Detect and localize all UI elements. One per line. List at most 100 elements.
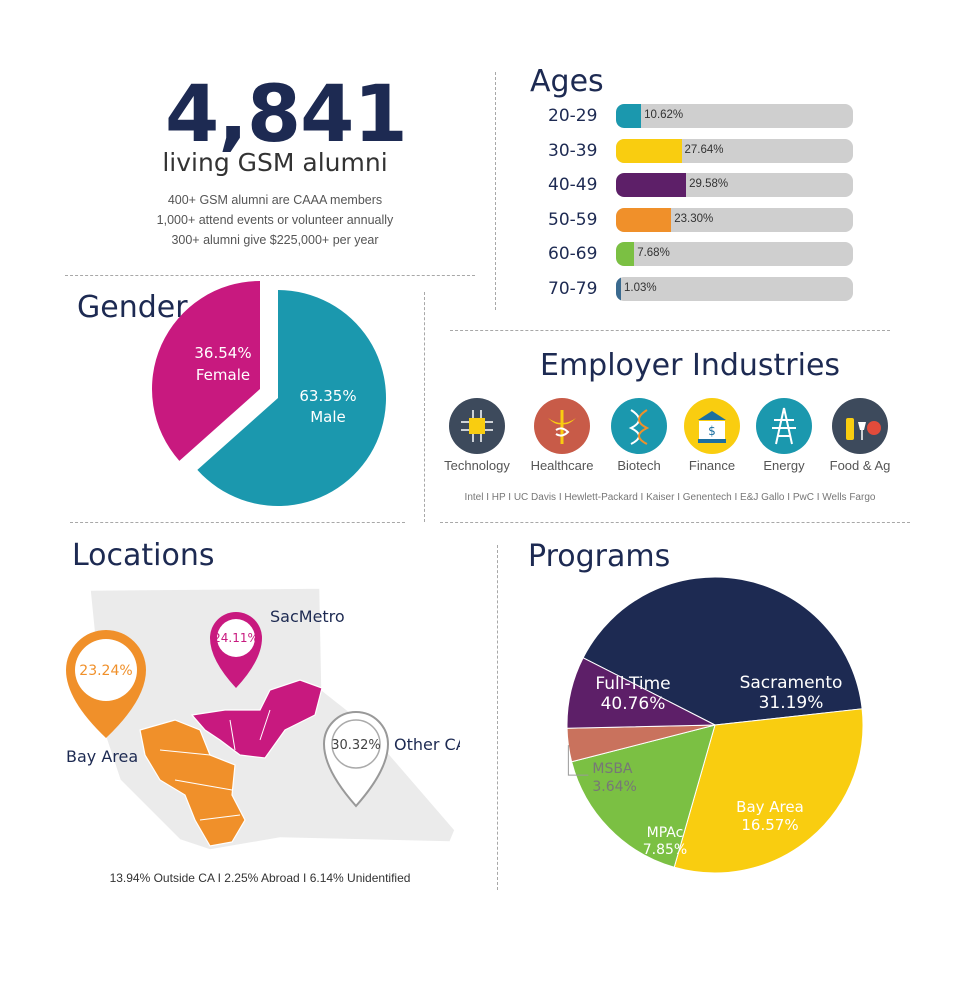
other-ca-pin-center (331, 719, 381, 769)
energy-icon (756, 398, 812, 454)
gender-female-value: 36.54% (194, 344, 251, 362)
location-pins: 24.11% SacMetro 23.24% Bay Area 30.32% O… (66, 607, 460, 808)
employer-list: Intel I HP I UC Davis I Hewlett-Packard … (464, 492, 876, 503)
age-bar (616, 207, 672, 232)
programs-label: MSBA (592, 761, 633, 777)
bay-area-pin-center (75, 639, 137, 701)
gender-title: Gender (77, 290, 188, 325)
programs-slice-sacramento (673, 708, 864, 874)
age-label: 30-39 (548, 140, 598, 161)
programs-label: MPAc (647, 825, 684, 841)
gender-pie-chart: 36.54% Female 63.35% Male (152, 281, 386, 506)
divider (424, 292, 425, 522)
food-ag-icon (832, 398, 888, 454)
gender-male-value: 63.35% (299, 387, 356, 405)
age-bar (616, 276, 621, 301)
alumni-caption: living GSM alumni (162, 148, 388, 177)
industry-technology: Technology (432, 398, 522, 473)
fact-giving: 300+ alumni give $225,000+ per year (171, 233, 379, 247)
map-region-sacmetro (190, 679, 323, 759)
fact-caaa: 400+ GSM alumni are CAAA members (167, 193, 383, 207)
industry-label: Energy (763, 458, 805, 473)
age-value-label: 27.64% (684, 143, 724, 156)
programs-slice-bay-area (571, 724, 716, 868)
programs-label: Full-Time (595, 674, 670, 694)
age-label: 50-59 (548, 209, 598, 230)
gender-male-label: Male (310, 408, 346, 426)
age-bar-track: 1.03% (616, 276, 853, 301)
age-row: 30-39 27.64% (548, 138, 853, 163)
divider (440, 522, 910, 523)
age-bar-track: 10.62% (616, 104, 853, 128)
programs-value: 3.64% (592, 779, 636, 795)
industry-finance: $ Finance (667, 398, 757, 473)
age-bar (616, 242, 635, 266)
industry-food-ag: Food & Ag (815, 398, 905, 473)
industry-label: Biotech (617, 458, 661, 473)
industry-healthcare: Healthcare (517, 398, 607, 473)
age-label: 60-69 (548, 244, 598, 264)
age-bar-track: 29.58% (616, 173, 853, 197)
divider (70, 522, 405, 523)
age-value-label: 23.30% (674, 212, 714, 225)
programs-value: 31.19% (759, 693, 824, 713)
programs-label: Bay Area (736, 798, 804, 816)
divider (495, 72, 496, 310)
age-row: 40-49 29.58% (548, 173, 853, 197)
age-label: 20-29 (548, 106, 598, 126)
age-bar-track: 27.64% (616, 138, 853, 163)
fact-events: 1,000+ attend events or volunteer annual… (156, 213, 394, 227)
other-ca-label: Other CA (394, 735, 460, 754)
divider (450, 330, 890, 331)
age-value-label: 10.62% (644, 109, 684, 121)
programs-value: 40.76% (601, 694, 666, 714)
gender-slice-male (197, 290, 386, 506)
alumni-count: 4,841 (165, 70, 408, 160)
age-value-label: 7.68% (637, 247, 670, 259)
age-row: 50-59 23.30% (548, 207, 853, 232)
age-label: 70-79 (548, 278, 598, 299)
industry-biotech: Biotech (594, 398, 684, 473)
industry-label: Finance (688, 458, 736, 473)
svg-text:$: $ (708, 424, 716, 438)
programs-title: Programs (528, 539, 671, 574)
age-bar (616, 138, 682, 163)
age-bar (616, 173, 687, 197)
technology-icon (449, 398, 505, 454)
programs-slice-full-time (582, 576, 863, 726)
programs-label: Sacramento (740, 673, 843, 693)
age-value-label: 1.03% (624, 281, 657, 294)
industries-title: Employer Industries (540, 348, 841, 383)
sacmetro-label: SacMetro (270, 607, 345, 626)
healthcare-icon (534, 398, 590, 454)
locations-footnote: 13.94% Outside CA I 2.25% Abroad I 6.14%… (109, 871, 411, 885)
age-row: 60-69 7.68% (548, 242, 853, 266)
sacmetro-value: 24.11% (213, 631, 259, 645)
age-label: 40-49 (548, 175, 598, 195)
industry-label: Technology (444, 458, 510, 473)
age-row: 70-79 1.03% (548, 276, 853, 301)
divider (65, 275, 475, 276)
industry-label: Healthcare (530, 458, 594, 473)
age-value-label: 29.58% (689, 178, 729, 190)
bay-area-value: 23.24% (79, 663, 132, 679)
biotech-icon (611, 398, 667, 454)
age-bar-track: 23.30% (616, 207, 853, 232)
industry-energy: Energy (739, 398, 829, 473)
finance-icon: $ (684, 398, 740, 454)
age-bar-track: 7.68% (616, 242, 853, 266)
other-ca-value: 30.32% (331, 738, 381, 753)
sacmetro-pin-center (217, 619, 255, 657)
msba-callout-line (567, 745, 589, 776)
gender-female-label: Female (196, 366, 250, 384)
age-bar (616, 104, 642, 128)
gender-slice-female (152, 281, 260, 461)
programs-value: 7.85% (643, 842, 687, 858)
programs-value: 16.57% (741, 816, 798, 834)
locations-title: Locations (72, 538, 215, 573)
programs-slice-mpac (566, 657, 716, 729)
bay-area-label: Bay Area (66, 747, 138, 766)
divider (497, 545, 498, 890)
ages-title: Ages (530, 64, 604, 99)
